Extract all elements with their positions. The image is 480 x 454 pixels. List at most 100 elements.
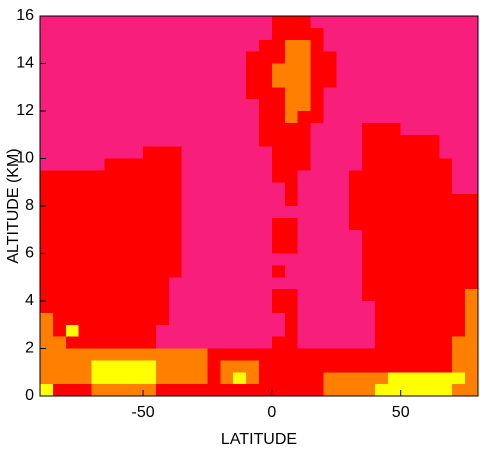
- heatmap-cell: [362, 194, 376, 207]
- heatmap-cell: [336, 289, 350, 302]
- heatmap-cell: [65, 372, 80, 385]
- heatmap-cell: [297, 16, 312, 29]
- heatmap-cell: [413, 39, 428, 53]
- heatmap-cell: [259, 63, 273, 76]
- heatmap-cell: [40, 372, 54, 385]
- heatmap-cell: [271, 170, 286, 183]
- heatmap-cell: [439, 229, 453, 243]
- heatmap-cell: [362, 75, 376, 88]
- heatmap-cell: [400, 241, 415, 255]
- heatmap-cell: [336, 134, 350, 148]
- heatmap-cell: [40, 158, 54, 171]
- heatmap-cell: [155, 384, 170, 397]
- heatmap-cell: [246, 336, 260, 350]
- heatmap-cell: [194, 99, 209, 112]
- heatmap-cell: [439, 348, 453, 361]
- heatmap-cell: [117, 229, 131, 243]
- heatmap-cell: [297, 348, 312, 361]
- heatmap-cell: [297, 217, 312, 231]
- heatmap-cell: [143, 111, 157, 124]
- heatmap-cell: [400, 265, 415, 278]
- heatmap-cell: [78, 87, 93, 100]
- heatmap-cell: [117, 372, 131, 385]
- heatmap-cell: [220, 229, 234, 243]
- heatmap-cell: [271, 301, 286, 314]
- heatmap-cell: [259, 360, 273, 373]
- heatmap-cell: [143, 27, 157, 41]
- heatmap-cell: [452, 51, 466, 65]
- heatmap-cell: [465, 158, 479, 171]
- heatmap-cell: [181, 324, 196, 338]
- heatmap-cell: [271, 241, 286, 255]
- heatmap-cell: [426, 384, 440, 397]
- heatmap-cell: [349, 134, 363, 148]
- heatmap-cell: [220, 372, 234, 385]
- heatmap-cell: [155, 336, 170, 350]
- heatmap-cell: [168, 194, 183, 207]
- heatmap-cell: [297, 360, 312, 373]
- heatmap-cell: [452, 16, 466, 29]
- heatmap-cell: [259, 75, 273, 88]
- heatmap-cell: [168, 312, 183, 326]
- heatmap-cell: [310, 384, 325, 397]
- heatmap-cell: [465, 265, 479, 278]
- heatmap-cell: [91, 265, 106, 278]
- heatmap-cell: [40, 27, 54, 41]
- heatmap-cell: [271, 51, 286, 65]
- heatmap-cell: [426, 158, 440, 171]
- heatmap-cell: [181, 229, 196, 243]
- heatmap-cell: [104, 348, 118, 361]
- heatmap-cell: [78, 277, 93, 290]
- heatmap-cell: [220, 206, 234, 219]
- heatmap-cell: [374, 63, 389, 76]
- heatmap-cell: [452, 75, 466, 88]
- heatmap-cell: [130, 182, 144, 195]
- heatmap-cell: [413, 336, 428, 350]
- heatmap-cell: [78, 182, 93, 195]
- heatmap-cell: [91, 360, 106, 373]
- heatmap-cell: [117, 182, 131, 195]
- heatmap-cell: [233, 229, 247, 243]
- heatmap-cell: [52, 384, 67, 397]
- y-tick-label: 4: [25, 292, 34, 309]
- heatmap-cell: [349, 253, 363, 266]
- heatmap-cell: [297, 39, 312, 53]
- heatmap-cell: [387, 265, 402, 278]
- heatmap-cell: [168, 170, 183, 183]
- heatmap-cell: [426, 289, 440, 302]
- heatmap-cell: [143, 241, 157, 255]
- heatmap-cell: [130, 265, 144, 278]
- heatmap-cell: [362, 384, 376, 397]
- heatmap-cell: [104, 360, 118, 373]
- heatmap-cell: [349, 289, 363, 302]
- heatmap-cell: [117, 289, 131, 302]
- heatmap-cell: [246, 229, 260, 243]
- heatmap-cell: [426, 277, 440, 290]
- heatmap-cell: [310, 336, 325, 350]
- heatmap-cell: [323, 301, 337, 314]
- heatmap-cell: [284, 182, 299, 195]
- heatmap-cell: [130, 170, 144, 183]
- heatmap-cell: [117, 170, 131, 183]
- heatmap-cell: [104, 372, 118, 385]
- heatmap-cell: [439, 336, 453, 350]
- heatmap-cell: [426, 312, 440, 326]
- heatmap-cell: [439, 111, 453, 124]
- heatmap-cell: [259, 134, 273, 148]
- heatmap-cell: [130, 229, 144, 243]
- heatmap-cell: [130, 253, 144, 266]
- heatmap-cell: [40, 134, 54, 148]
- heatmap-cell: [271, 75, 286, 88]
- heatmap-cell: [233, 87, 247, 100]
- heatmap-cell: [91, 241, 106, 255]
- heatmap-cell: [181, 111, 196, 124]
- heatmap-cell: [181, 289, 196, 302]
- heatmap-cell: [194, 360, 209, 373]
- heatmap-cell: [194, 111, 209, 124]
- heatmap-cell: [439, 39, 453, 53]
- heatmap-cell: [387, 312, 402, 326]
- heatmap-cell: [349, 217, 363, 231]
- heatmap-cell: [194, 158, 209, 171]
- heatmap-cell: [207, 360, 221, 373]
- heatmap-cell: [374, 16, 389, 29]
